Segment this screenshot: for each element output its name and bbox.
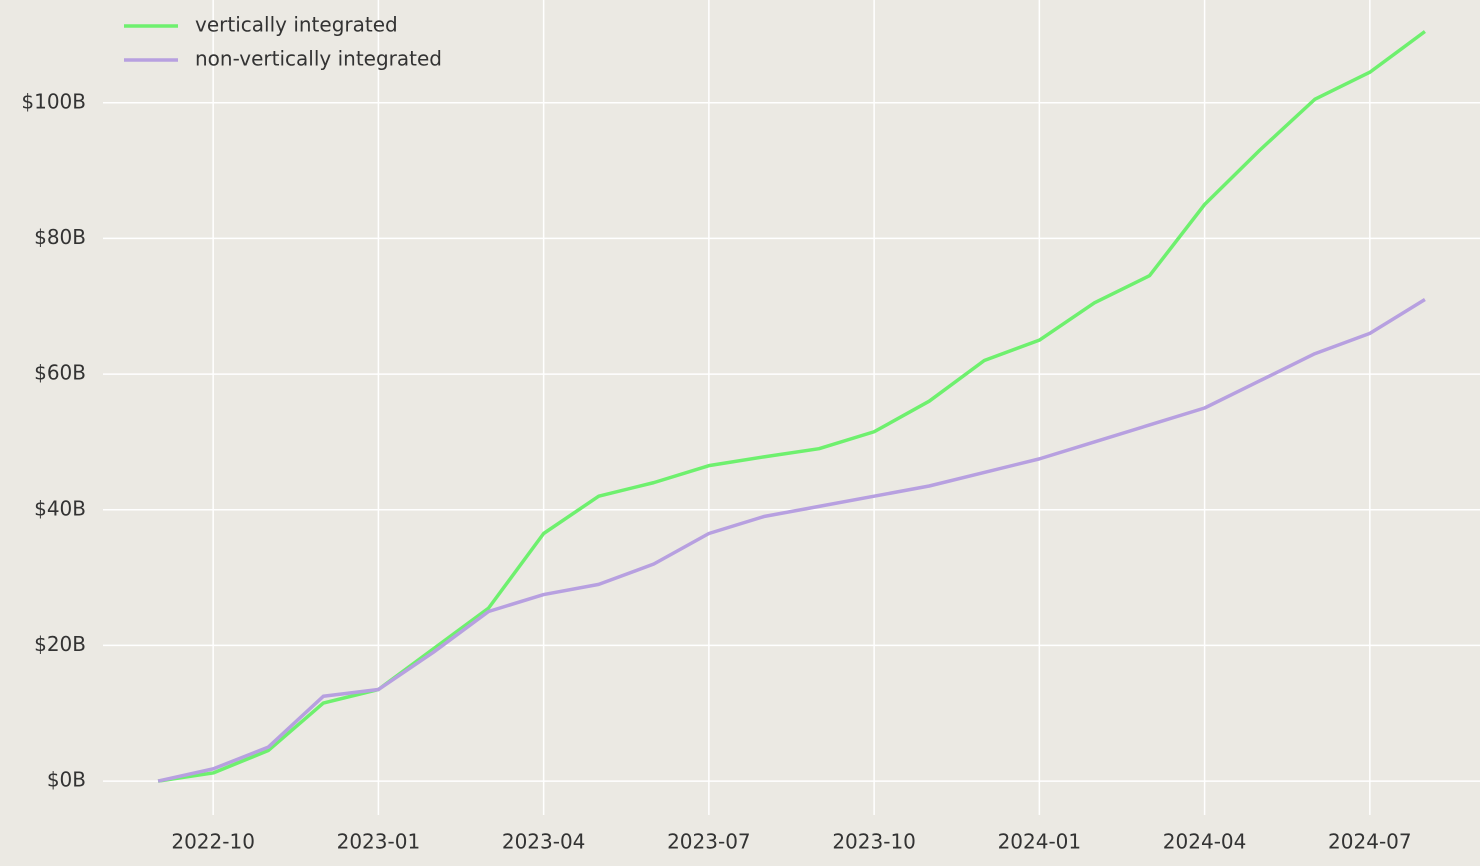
x-tick-label: 2024-04 xyxy=(1163,830,1247,854)
x-tick-label: 2024-07 xyxy=(1328,830,1412,854)
legend-label: vertically integrated xyxy=(195,13,398,37)
y-tick-label: $100B xyxy=(21,89,86,113)
series-line xyxy=(157,30,1426,783)
y-tick-label: $60B xyxy=(34,361,86,385)
x-tick-label: 2024-01 xyxy=(998,830,1082,854)
x-tick-label: 2023-01 xyxy=(337,830,421,854)
y-tick-label: $0B xyxy=(47,768,86,792)
x-tick-label: 2023-07 xyxy=(667,830,751,854)
y-tick-label: $20B xyxy=(34,632,86,656)
x-tick-label: 2022-10 xyxy=(171,830,255,854)
y-tick-label: $40B xyxy=(34,496,86,520)
x-tick-label: 2023-04 xyxy=(502,830,586,854)
legend-label: non-vertically integrated xyxy=(195,47,442,71)
y-tick-label: $80B xyxy=(34,225,86,249)
x-tick-label: 2023-10 xyxy=(832,830,916,854)
series-line xyxy=(157,297,1426,783)
